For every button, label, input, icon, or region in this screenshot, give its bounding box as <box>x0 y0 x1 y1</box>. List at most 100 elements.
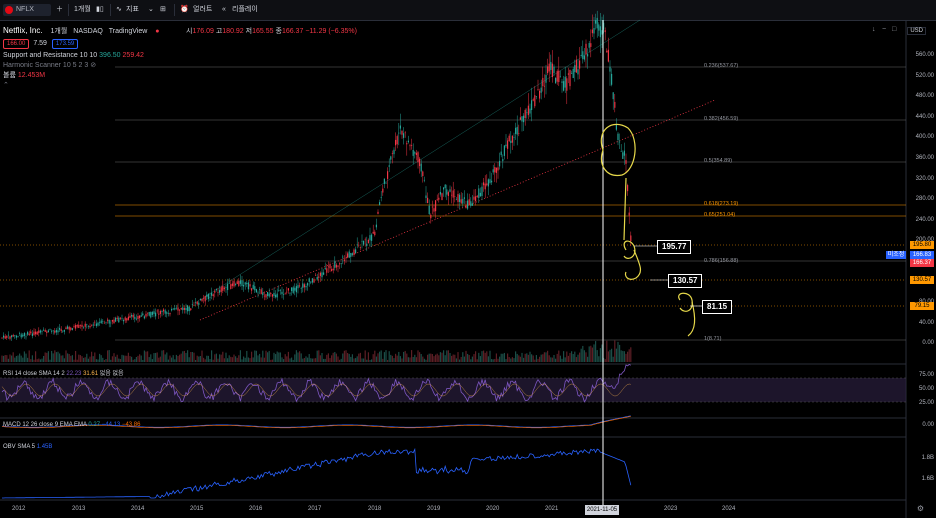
currency-selector[interactable]: USD <box>907 27 926 35</box>
harmonic-indicator-name[interactable]: Harmonic Scanner <box>3 62 61 69</box>
volume-bar <box>203 357 205 362</box>
candle-body <box>235 284 237 286</box>
candle-body <box>603 22 605 30</box>
candle-body <box>388 165 390 167</box>
volume-bar <box>599 348 601 362</box>
candle-body <box>127 316 129 320</box>
volume-bar <box>614 340 616 362</box>
sr-indicator-name[interactable]: Support and Resistance <box>3 52 78 59</box>
candle-body <box>292 287 294 293</box>
volume-bar <box>356 356 358 362</box>
candle-body <box>236 281 238 284</box>
volume-indicator-name[interactable]: 볼륨 <box>3 72 16 79</box>
volume-bar <box>318 350 320 362</box>
volume-bar <box>575 357 577 362</box>
fib-label: 1(8.71) <box>704 336 722 342</box>
replay-icon[interactable]: « <box>222 6 226 13</box>
candle-body <box>531 100 533 110</box>
candle-body <box>212 294 214 297</box>
candle-body <box>534 95 536 107</box>
volume-bar <box>582 345 584 362</box>
candle-body <box>199 298 201 301</box>
volume-bar <box>462 352 464 362</box>
volume-bar <box>543 352 545 362</box>
volume-bar <box>151 359 153 362</box>
symbol-search-button[interactable]: NFLX <box>3 4 51 16</box>
volume-bar <box>271 359 273 362</box>
candle-style-icon[interactable]: ▮▯ <box>96 6 104 13</box>
candle-body <box>140 315 142 317</box>
macd-value: −44.13 <box>101 422 121 428</box>
volume-bar <box>28 350 30 362</box>
candle-body <box>230 284 232 289</box>
interval-button[interactable]: 1개월 <box>74 6 91 13</box>
candle-body <box>443 187 445 190</box>
volume-bar <box>265 350 267 362</box>
volume-bar <box>382 358 384 362</box>
rsi-line <box>1 363 631 403</box>
candle-body <box>196 301 198 305</box>
candle-body <box>126 318 128 321</box>
candle-body <box>142 313 144 316</box>
obv-line <box>2 447 632 499</box>
volume-bar <box>612 356 614 362</box>
volume-bar <box>595 341 597 362</box>
candle-body <box>102 321 104 322</box>
candle-body <box>113 319 115 324</box>
volume-bar <box>97 359 99 362</box>
volume-bar <box>510 358 512 362</box>
volume-bar <box>556 353 558 362</box>
price-tick: 200.00 <box>916 237 934 243</box>
candle-body <box>601 30 603 35</box>
candle-body <box>294 287 296 291</box>
indicators-button[interactable]: 지표 <box>126 6 139 13</box>
sr-value-1: 396.50 <box>99 52 121 59</box>
volume-bar <box>11 355 13 362</box>
eye-hidden-icon[interactable]: ⊘ <box>90 62 97 69</box>
compare-plus-icon[interactable]: ＋ <box>56 6 63 13</box>
chevron-down-icon[interactable]: ⌄ <box>148 6 154 13</box>
volume-bar <box>497 358 499 362</box>
year-tick: 2020 <box>486 506 500 512</box>
candle-body <box>503 145 505 156</box>
settings-gear-icon[interactable]: ⚙ <box>916 504 924 513</box>
candle-body <box>155 312 157 317</box>
volume-bar <box>383 352 385 362</box>
volume-bar <box>412 356 414 362</box>
minimize-icon[interactable]: − <box>882 26 887 33</box>
candle-body <box>606 50 608 53</box>
arrow-down-icon[interactable]: ↓ <box>872 26 876 33</box>
rsi-tick: 75.00 <box>918 372 934 378</box>
candle-body <box>463 197 465 199</box>
indicators-icon[interactable]: ∿ <box>116 6 122 13</box>
volume-bar <box>267 352 269 362</box>
close-value: 166.37 <box>281 28 304 35</box>
buy-price-button[interactable]: 173.59 <box>51 39 79 49</box>
candle-body <box>473 196 475 200</box>
replay-button[interactable]: 리플레이 <box>232 6 258 13</box>
collapse-legend-icon[interactable]: ⌃ <box>3 82 9 89</box>
candle-body <box>417 152 419 163</box>
candle-body <box>281 291 283 295</box>
volume-bar <box>615 348 617 362</box>
candle-body <box>137 316 139 319</box>
candle-body <box>620 151 622 152</box>
volume-bar <box>171 357 173 362</box>
rsi-tick: 25.00 <box>918 400 934 406</box>
candle-body <box>30 331 32 334</box>
alert-button[interactable]: 얼러트 <box>193 6 213 13</box>
candle-body <box>143 316 145 319</box>
volume-bar <box>7 358 9 362</box>
candle-body <box>38 330 40 334</box>
candle-body <box>84 323 86 327</box>
alert-clock-icon[interactable]: ⏰ <box>180 6 189 13</box>
candle-body <box>108 319 110 324</box>
layouts-grid-icon[interactable]: ⊞ <box>160 6 166 13</box>
maximize-icon[interactable]: □ <box>892 26 897 33</box>
volume-bar <box>254 350 256 362</box>
candle-body <box>556 71 558 82</box>
chart-title: Netflix, Inc. <box>3 26 43 35</box>
volume-bar <box>244 357 246 362</box>
sell-price-button[interactable]: 166.00 <box>3 39 30 49</box>
